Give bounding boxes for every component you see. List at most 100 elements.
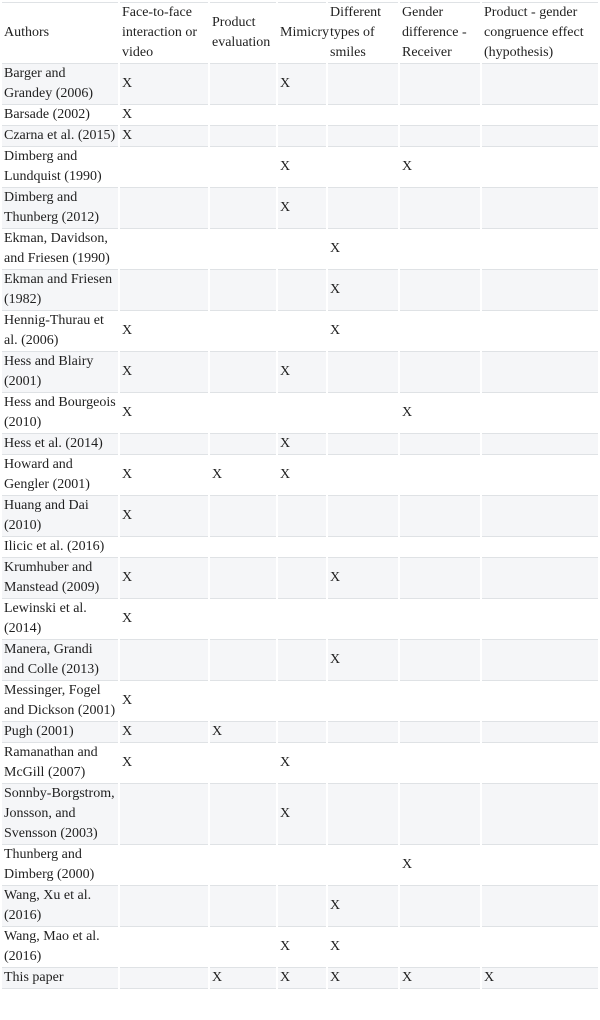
- mark-cell-face-to-face: X: [120, 680, 208, 721]
- table-row: Pugh (2001) X X: [2, 721, 598, 742]
- column-header-product-evaluation: Product evaluation: [210, 2, 276, 63]
- author-cell: Ramanathan and McGill (2007): [2, 742, 118, 783]
- table-row: Huang and Dai (2010) X: [2, 495, 598, 536]
- mark-cell-mimicry: [278, 495, 326, 536]
- mark-cell-mimicry: X: [278, 187, 326, 228]
- mark-cell-gender-difference: [400, 536, 480, 557]
- mark-cell-smile-types: X: [328, 926, 398, 967]
- mark-cell-product-gender: X: [482, 967, 598, 989]
- mark-cell-product-gender: [482, 721, 598, 742]
- author-cell: Dimberg and Thunberg (2012): [2, 187, 118, 228]
- mark-cell-face-to-face: X: [120, 495, 208, 536]
- mark-cell-product-gender: [482, 885, 598, 926]
- column-header-mimicry: Mimicry: [278, 2, 329, 63]
- table-row: Hennig-Thurau et al. (2006) X X: [2, 310, 598, 351]
- mark-cell-smile-types: X: [328, 885, 398, 926]
- author-cell: Hess and Blairy (2001): [2, 351, 118, 392]
- mark-cell-smile-types: X: [328, 639, 398, 680]
- mark-cell-mimicry: [278, 125, 326, 146]
- table-row: Hess et al. (2014) X: [2, 433, 598, 454]
- mark-cell-smile-types: [328, 433, 398, 454]
- mark-cell-product-gender: [482, 433, 598, 454]
- mark-cell-mimicry: [278, 885, 326, 926]
- mark-cell-product-evaluation: [210, 392, 276, 433]
- mark-cell-product-evaluation: [210, 557, 276, 598]
- author-cell: Thunberg and Dimberg (2000): [2, 844, 118, 885]
- table-row: Hess and Bourgeois (2010) X X: [2, 392, 598, 433]
- mark-cell-smile-types: [328, 187, 398, 228]
- literature-comparison-table: Authors Face-to-face interaction or vide…: [0, 2, 600, 989]
- mark-cell-product-gender: [482, 495, 598, 536]
- mark-cell-product-evaluation: [210, 146, 276, 187]
- mark-cell-product-gender: [482, 680, 598, 721]
- mark-cell-gender-difference: [400, 557, 480, 598]
- mark-cell-product-evaluation: [210, 598, 276, 639]
- mark-cell-smile-types: [328, 844, 398, 885]
- table-body: Barger and Grandey (2006) X X Barsade (2…: [2, 63, 598, 989]
- mark-cell-face-to-face: [120, 967, 208, 989]
- mark-cell-gender-difference: X: [400, 844, 480, 885]
- mark-cell-product-gender: [482, 783, 598, 844]
- mark-cell-smile-types: X: [328, 310, 398, 351]
- mark-cell-product-gender: [482, 351, 598, 392]
- mark-cell-face-to-face: X: [120, 125, 208, 146]
- mark-cell-product-gender: [482, 125, 598, 146]
- mark-cell-product-evaluation: [210, 125, 276, 146]
- mark-cell-mimicry: [278, 598, 326, 639]
- mark-cell-gender-difference: [400, 639, 480, 680]
- mark-cell-gender-difference: [400, 926, 480, 967]
- mark-cell-face-to-face: X: [120, 454, 208, 495]
- mark-cell-smile-types: [328, 392, 398, 433]
- mark-cell-smile-types: [328, 351, 398, 392]
- mark-cell-mimicry: X: [278, 926, 326, 967]
- mark-cell-product-evaluation: [210, 680, 276, 721]
- mark-cell-gender-difference: [400, 351, 480, 392]
- table-row: Thunberg and Dimberg (2000) X: [2, 844, 598, 885]
- mark-cell-face-to-face: [120, 269, 208, 310]
- column-header-face-to-face: Face-to-face interaction or video: [120, 2, 208, 63]
- column-header-product-gender: Product - gender congruence effect (hypo…: [482, 2, 598, 63]
- author-cell: Howard and Gengler (2001): [2, 454, 118, 495]
- author-cell: Barger and Grandey (2006): [2, 63, 118, 104]
- mark-cell-face-to-face: X: [120, 104, 208, 125]
- table-row: Hess and Blairy (2001) X X: [2, 351, 598, 392]
- author-cell: Sonnby-Borgstrom, Jonsson, and Svensson …: [2, 783, 118, 844]
- mark-cell-product-gender: [482, 639, 598, 680]
- mark-cell-product-gender: [482, 310, 598, 351]
- mark-cell-product-evaluation: [210, 433, 276, 454]
- mark-cell-gender-difference: X: [400, 392, 480, 433]
- mark-cell-smile-types: [328, 536, 398, 557]
- mark-cell-mimicry: X: [278, 146, 326, 187]
- mark-cell-smile-types: [328, 454, 398, 495]
- mark-cell-product-gender: [482, 63, 598, 104]
- mark-cell-gender-difference: [400, 187, 480, 228]
- mark-cell-gender-difference: [400, 885, 480, 926]
- mark-cell-gender-difference: X: [400, 967, 480, 989]
- table-row: Dimberg and Thunberg (2012) X: [2, 187, 598, 228]
- mark-cell-face-to-face: X: [120, 742, 208, 783]
- mark-cell-smile-types: [328, 680, 398, 721]
- mark-cell-smile-types: [328, 63, 398, 104]
- mark-cell-gender-difference: [400, 269, 480, 310]
- mark-cell-mimicry: X: [278, 967, 326, 989]
- mark-cell-product-gender: [482, 557, 598, 598]
- column-header-smile-types: Different types of smiles: [328, 2, 398, 63]
- mark-cell-smile-types: [328, 146, 398, 187]
- author-cell: Messinger, Fogel and Dickson (2001): [2, 680, 118, 721]
- mark-cell-product-evaluation: [210, 742, 276, 783]
- mark-cell-mimicry: [278, 228, 326, 269]
- mark-cell-product-gender: [482, 926, 598, 967]
- mark-cell-face-to-face: X: [120, 557, 208, 598]
- mark-cell-face-to-face: [120, 783, 208, 844]
- table-row: Krumhuber and Manstead (2009) X X: [2, 557, 598, 598]
- mark-cell-gender-difference: [400, 433, 480, 454]
- mark-cell-smile-types: [328, 495, 398, 536]
- mark-cell-product-gender: [482, 454, 598, 495]
- mark-cell-smile-types: [328, 104, 398, 125]
- author-cell: Pugh (2001): [2, 721, 118, 742]
- table-row: Barsade (2002) X: [2, 104, 598, 125]
- mark-cell-product-gender: [482, 187, 598, 228]
- mark-cell-mimicry: [278, 536, 326, 557]
- author-cell: Hennig-Thurau et al. (2006): [2, 310, 118, 351]
